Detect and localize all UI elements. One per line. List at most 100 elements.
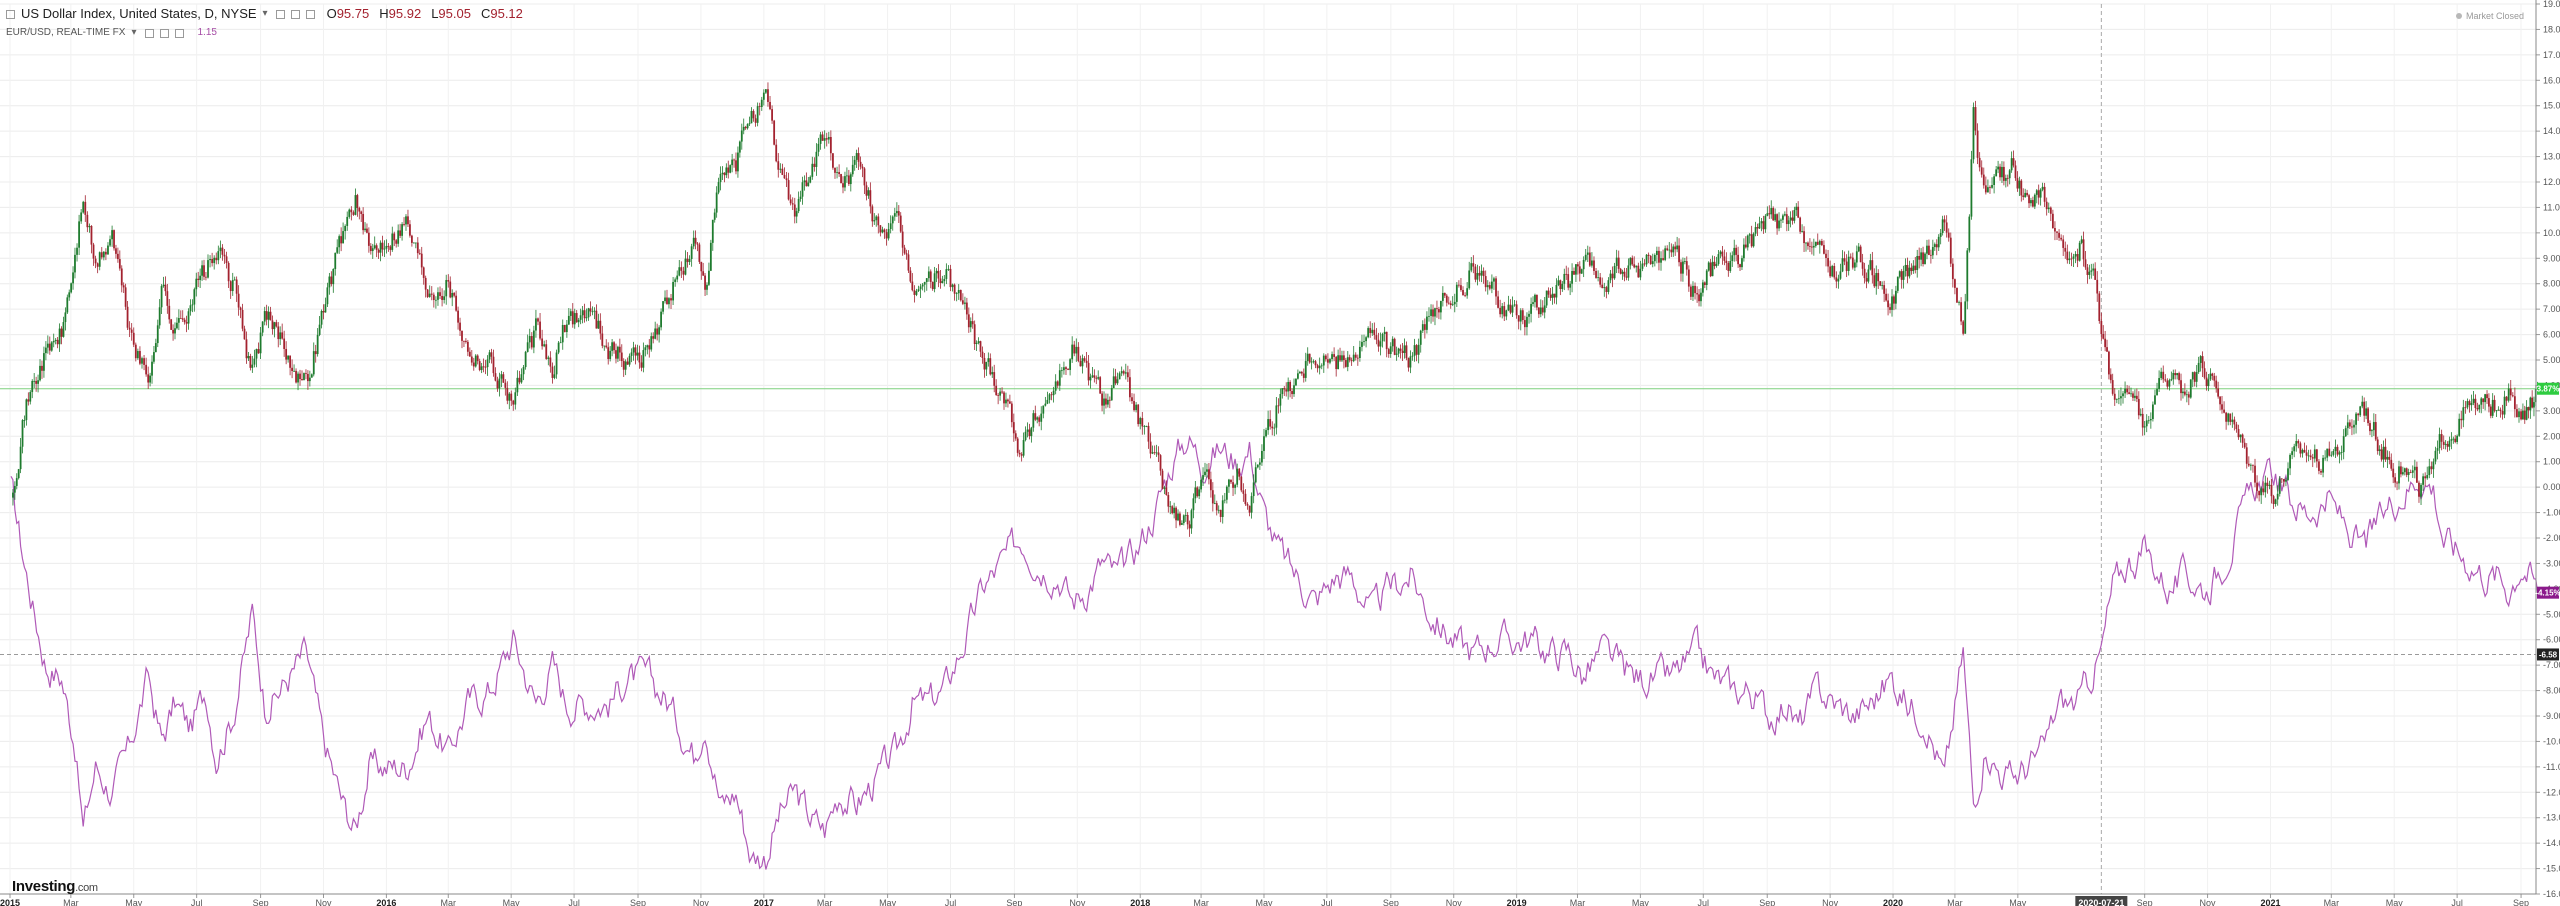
candle-body: [2002, 166, 2005, 181]
candle-body: [1756, 227, 1759, 229]
collapse-toggle-icon[interactable]: [6, 9, 15, 19]
candle-body: [1221, 500, 1224, 517]
candle-body: [869, 190, 872, 207]
candle-body: [2145, 420, 2148, 427]
candle-body: [2205, 377, 2208, 387]
candle-body: [1766, 213, 1769, 216]
candle-body: [879, 225, 882, 233]
candle-body: [257, 348, 260, 354]
y-tick-label: 1.00%: [2543, 457, 2560, 467]
settings-toggle-icon[interactable]: [144, 28, 154, 38]
investing-logo: Investing.com: [12, 878, 98, 895]
candle-body: [1551, 293, 1554, 298]
candle-body: [1851, 257, 1854, 268]
candle-body: [1995, 169, 1998, 177]
candle-body: [136, 351, 139, 359]
settings-toggle-icon[interactable]: [275, 9, 285, 19]
x-tick-label: Sep: [2137, 898, 2153, 906]
candle-body: [2193, 372, 2196, 382]
instrument-title[interactable]: US Dollar Index, United States, D, NYSE: [21, 6, 257, 21]
candle-body: [1228, 479, 1230, 487]
x-tick-label: Jul: [945, 898, 957, 906]
candle-body: [1861, 262, 1864, 269]
candle-body: [2432, 461, 2435, 470]
x-tick-label: Sep: [1006, 898, 1022, 906]
candle-body: [1399, 348, 1402, 351]
candle-body: [1401, 350, 1404, 354]
candle-body: [2022, 195, 2025, 197]
candle-body: [1748, 234, 1751, 236]
chevron-down-icon[interactable]: ▾: [262, 8, 268, 19]
candle-body: [2004, 177, 2007, 181]
candle-body: [678, 267, 681, 276]
candle-body: [1010, 403, 1013, 423]
candle-body: [1143, 426, 1146, 427]
candle-body: [573, 313, 576, 325]
remove-toggle-icon[interactable]: [174, 28, 184, 38]
candle-body: [472, 362, 475, 367]
candle-body: [1044, 403, 1047, 406]
candle-body: [1069, 359, 1072, 370]
candle-body: [1208, 469, 1210, 480]
candle-body: [445, 280, 448, 297]
candle-body: [358, 207, 361, 212]
candle-body: [273, 322, 276, 330]
chevron-down-icon[interactable]: ▾: [131, 27, 137, 38]
candle-body: [2268, 484, 2271, 486]
candle-body: [502, 374, 505, 383]
candle-body: [267, 311, 270, 320]
candle-body: [1379, 341, 1382, 347]
candle-body: [2380, 449, 2383, 460]
candle-body: [326, 287, 329, 305]
candle-body: [983, 357, 986, 370]
x-tick-label: Jul: [568, 898, 580, 906]
candle-body: [96, 263, 99, 267]
candle-body: [589, 308, 592, 312]
candle-body: [2301, 449, 2304, 454]
candle-body: [1318, 365, 1321, 369]
visibility-toggle-icon[interactable]: [290, 9, 300, 19]
candle-body: [2215, 380, 2218, 389]
candle-body: [2164, 379, 2167, 381]
candle-body: [713, 212, 716, 220]
candle-body: [813, 163, 816, 167]
candle-body: [725, 167, 728, 176]
candle-body: [1206, 469, 1208, 472]
candle-body: [397, 230, 400, 244]
candle-body: [2361, 401, 2364, 407]
candle-body: [1937, 236, 1940, 248]
candle-body: [330, 276, 333, 285]
x-tick-label: Sep: [630, 898, 646, 906]
visibility-toggle-icon[interactable]: [159, 28, 169, 38]
ohlc-low: L95.05: [431, 6, 471, 21]
candle-body: [2239, 434, 2242, 438]
candle-body: [605, 345, 608, 348]
candle-body: [459, 322, 461, 331]
candle-body: [775, 144, 778, 162]
remove-toggle-icon[interactable]: [305, 9, 315, 19]
candle-body: [2305, 452, 2308, 456]
candle-body: [1789, 217, 1792, 221]
candle-body: [2454, 438, 2457, 442]
candle-body: [251, 364, 254, 368]
candle-body: [1635, 265, 1638, 268]
candle-body: [1939, 232, 1942, 237]
candle-body: [1536, 294, 1538, 308]
candle-body: [52, 340, 55, 343]
candle-body: [2276, 493, 2279, 500]
candle-body: [535, 318, 537, 331]
candle-body: [1358, 346, 1361, 359]
candle-body: [2355, 413, 2357, 425]
candle-body: [903, 247, 906, 254]
candle-body: [2478, 404, 2481, 410]
secondary-instrument-name[interactable]: EUR/USD, REAL-TIME FX: [6, 27, 126, 38]
candle-body: [2229, 413, 2232, 422]
candle-body: [399, 230, 402, 236]
candle-body: [249, 355, 252, 368]
candle-body: [611, 342, 614, 351]
chart-legend: US Dollar Index, United States, D, NYSE …: [6, 5, 523, 42]
candle-body: [1611, 273, 1614, 279]
candle-body: [1495, 278, 1497, 297]
candle-body: [2407, 472, 2410, 475]
